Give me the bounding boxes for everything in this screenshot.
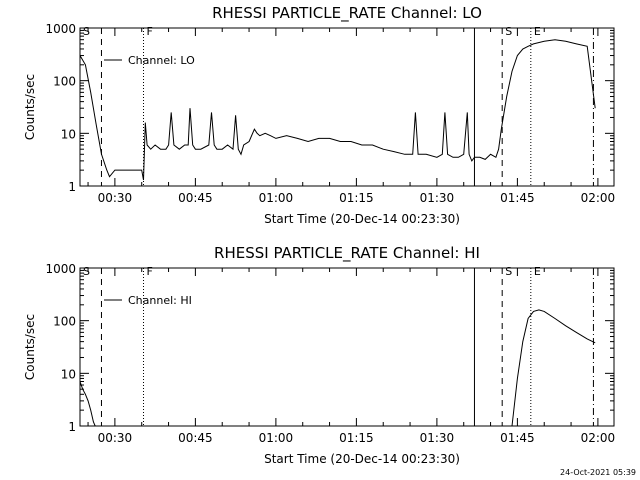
event-marker-label: S xyxy=(505,25,512,38)
y-axis-label: Counts/sec xyxy=(23,314,37,380)
event-marker-label: S xyxy=(83,25,90,38)
x-tick-label: 01:45 xyxy=(500,191,535,205)
x-tick-label: 01:30 xyxy=(420,431,455,445)
x-axis-label: Start Time (20-Dec-14 00:23:30) xyxy=(264,452,460,466)
y-tick-label: 10 xyxy=(61,367,76,381)
hi-channel-panel: RHESSI PARTICLE_RATE Channel: HI 1 10 100 10… xyxy=(23,244,615,466)
plot-frame xyxy=(79,267,615,427)
y-tick-label: 100 xyxy=(53,75,76,89)
x-tick-label: 01:45 xyxy=(500,431,535,445)
x-tick-label: 01:15 xyxy=(339,191,374,205)
legend-label: Channel: LO xyxy=(128,54,195,67)
x-tick-label: 01:00 xyxy=(259,191,294,205)
x-tick-label: 00:45 xyxy=(178,191,213,205)
event-marker-label: S xyxy=(505,265,512,278)
event-marker-label: E xyxy=(534,265,541,278)
x-tick-label: 01:30 xyxy=(420,191,455,205)
legend-label: Channel: HI xyxy=(128,294,192,307)
x-tick-label: 00:30 xyxy=(98,191,133,205)
x-tick-label: 02:00 xyxy=(581,431,616,445)
y-tick-label: 1 xyxy=(68,420,76,434)
event-marker-label: S xyxy=(83,265,90,278)
footer-timestamp: 24-Oct-2021 05:39 xyxy=(560,468,636,477)
y-tick-label: 1000 xyxy=(45,262,76,276)
data-series-line xyxy=(80,381,96,426)
y-axis-label: Counts/sec xyxy=(23,74,37,140)
x-axis-label: Start Time (20-Dec-14 00:23:30) xyxy=(264,212,460,226)
chart-title: RHESSI PARTICLE_RATE Channel: LO xyxy=(212,4,482,23)
x-tick-label: 00:45 xyxy=(178,431,213,445)
event-marker-label: E xyxy=(534,25,541,38)
y-tick-label: 1 xyxy=(68,180,76,194)
x-tick-label: 01:00 xyxy=(259,431,294,445)
event-marker-label: F xyxy=(147,25,153,38)
chart-title: RHESSI PARTICLE_RATE Channel: HI xyxy=(214,244,480,263)
x-tick-label: 01:15 xyxy=(339,431,374,445)
data-series-line xyxy=(511,309,596,426)
event-marker-label: F xyxy=(147,265,153,278)
x-tick-label: 02:00 xyxy=(581,191,616,205)
y-tick-label: 1000 xyxy=(45,22,76,36)
lo-channel-panel: RHESSI PARTICLE_RATE Channel: LO 1 10 100 10… xyxy=(23,4,615,226)
x-tick-label: 00:30 xyxy=(98,431,133,445)
y-tick-label: 100 xyxy=(53,315,76,329)
plot-frame xyxy=(79,27,615,187)
y-tick-label: 10 xyxy=(61,127,76,141)
data-series-line xyxy=(80,39,596,181)
